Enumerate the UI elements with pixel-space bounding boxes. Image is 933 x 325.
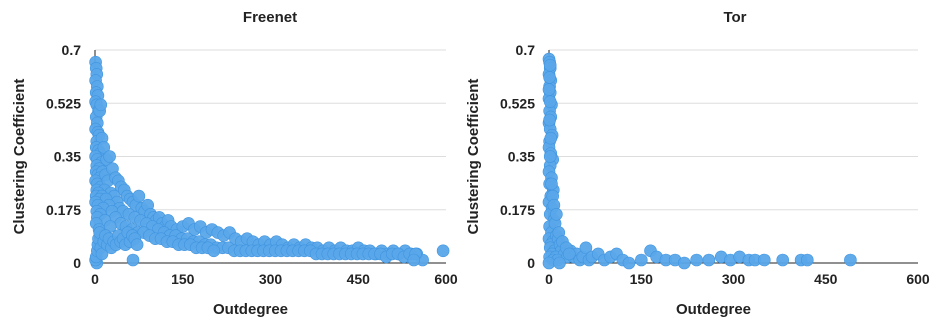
chart-2-data-point bbox=[677, 256, 691, 270]
chart-1-xtick-label: 150 bbox=[171, 271, 195, 287]
chart-2-data-point bbox=[553, 256, 566, 270]
chart-1-ytick-label: 0.175 bbox=[46, 202, 81, 218]
chart-2-x-axis-title: Outdegree bbox=[676, 301, 751, 318]
chart-1-xtick-label: 300 bbox=[259, 271, 283, 287]
chart-1-x-axis-title: Outdegree bbox=[213, 301, 288, 318]
chart-2-data-point bbox=[800, 253, 814, 267]
chart-2-y-axis-title: Clustering Coefficient bbox=[465, 79, 482, 235]
chart-1-title: Freenet bbox=[243, 9, 297, 26]
chart-2-data-point bbox=[550, 208, 563, 221]
chart-2-xtick-label: 150 bbox=[630, 271, 654, 287]
chart-2-ytick-label: 0 bbox=[527, 255, 535, 271]
chart-1-ytick-label: 0 bbox=[73, 255, 81, 271]
chart-2-data-point bbox=[543, 95, 557, 108]
chart-2-data-point bbox=[543, 71, 556, 84]
chart-1-data-point bbox=[97, 141, 111, 154]
chart-1-ytick-label: 0.7 bbox=[62, 42, 82, 58]
chart-2-data-point bbox=[543, 150, 557, 163]
chart-2-data-point bbox=[543, 58, 557, 72]
chart-2-ytick-label: 0.35 bbox=[508, 149, 535, 165]
chart-1-data-point bbox=[132, 189, 146, 203]
chart-2-title: Tor bbox=[723, 9, 746, 26]
chart-2-data-point bbox=[579, 241, 593, 255]
chart-2-ytick-label: 0.525 bbox=[500, 95, 535, 111]
chart-2-data-point bbox=[544, 131, 558, 145]
chart-2-data-point bbox=[543, 113, 556, 127]
chart-1-ytick-label: 0.525 bbox=[46, 95, 81, 111]
chart-2-data-point bbox=[622, 256, 636, 270]
chart-2-ytick-label: 0.175 bbox=[500, 202, 535, 218]
chart-2-ytick-label: 0.7 bbox=[516, 42, 536, 58]
chart-1-data-point bbox=[436, 244, 450, 258]
chart-1-data-point bbox=[130, 238, 144, 251]
chart-2-data-point bbox=[690, 253, 703, 267]
chart-1-xtick-label: 0 bbox=[91, 271, 99, 287]
chart-2-data-point bbox=[776, 253, 790, 267]
chart-1-y-axis-title: Clustering Coefficient bbox=[11, 79, 28, 235]
chart-2-data-point bbox=[562, 247, 576, 261]
chart-2-xtick-label: 600 bbox=[906, 271, 930, 287]
chart-1-ytick-label: 0.35 bbox=[54, 149, 81, 165]
chart-2-data-point bbox=[757, 253, 771, 267]
chart-2-xtick-label: 450 bbox=[814, 271, 838, 287]
chart-2-data-point bbox=[844, 253, 857, 267]
chart-1-data-point bbox=[94, 98, 108, 112]
chart-2-data-point bbox=[545, 177, 558, 191]
chart-2-xtick-label: 300 bbox=[722, 271, 746, 287]
chart-1-data-point bbox=[103, 150, 116, 163]
chart-2-xtick-label: 0 bbox=[545, 271, 553, 287]
chart-1-data-point bbox=[207, 244, 221, 258]
chart-1-xtick-label: 450 bbox=[347, 271, 371, 287]
chart-1-data-point bbox=[407, 253, 421, 267]
chart-1-xtick-label: 600 bbox=[434, 271, 458, 287]
chart-2-data-point bbox=[542, 83, 556, 96]
chart-2-data-point bbox=[634, 253, 648, 267]
chart-2-data-point bbox=[702, 253, 716, 267]
chart-1-data-point bbox=[126, 253, 140, 267]
